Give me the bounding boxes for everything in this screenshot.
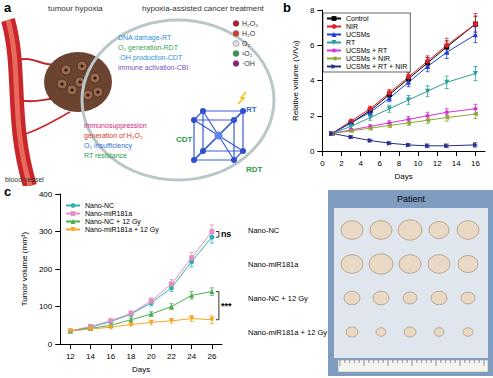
- svg-text:14: 14: [452, 159, 461, 168]
- svg-text:ns: ns: [221, 229, 232, 239]
- svg-text:22: 22: [167, 352, 176, 361]
- svg-text:Nano-NC + 12 Gy: Nano-NC + 12 Gy: [248, 294, 308, 303]
- svg-text:26: 26: [207, 352, 216, 361]
- svg-text:20: 20: [147, 352, 156, 361]
- svg-text:RDT: RDT: [246, 165, 263, 174]
- svg-text:O₂ insufficiency: O₂ insufficiency: [84, 142, 133, 150]
- svg-text:0: 0: [310, 147, 315, 156]
- svg-text:6: 6: [378, 159, 383, 168]
- svg-text:300: 300: [39, 227, 53, 236]
- svg-text:4: 4: [310, 76, 315, 85]
- svg-text:8: 8: [310, 6, 315, 15]
- svg-text:0: 0: [320, 159, 325, 168]
- svg-text:Patient: Patient: [397, 194, 426, 204]
- svg-text:UCSMs: UCSMs: [346, 31, 371, 38]
- svg-text:UCSMs + NIR: UCSMs + NIR: [346, 55, 390, 62]
- svg-text:Nano-NC: Nano-NC: [248, 226, 280, 235]
- svg-text:Nano-NC + 12 Gy: Nano-NC + 12 Gy: [85, 218, 141, 226]
- svg-text:Tumor volume (mm³): Tumor volume (mm³): [20, 232, 29, 307]
- svg-text:tumour hypoxia: tumour hypoxia: [48, 4, 103, 13]
- svg-text:CDT: CDT: [176, 135, 193, 144]
- svg-text:RT: RT: [246, 105, 257, 114]
- svg-text:400: 400: [39, 190, 53, 199]
- svg-text:12: 12: [66, 352, 75, 361]
- svg-text:H₂O₂: H₂O₂: [242, 20, 258, 27]
- svg-text:2: 2: [339, 159, 344, 168]
- svg-text:¹O₂: ¹O₂: [242, 50, 253, 57]
- svg-text:DNA damage-RT: DNA damage-RT: [118, 34, 172, 42]
- svg-text:8: 8: [397, 159, 402, 168]
- svg-text:NIR: NIR: [346, 23, 358, 30]
- svg-text:hypoxia-assisted cancer treatm: hypoxia-assisted cancer treatment: [142, 4, 265, 13]
- svg-text:***: ***: [221, 301, 232, 311]
- svg-text:14: 14: [86, 352, 95, 361]
- html-text:a: a: [4, 0, 12, 15]
- svg-text:10: 10: [414, 159, 423, 168]
- svg-text:blood vessel: blood vessel: [5, 176, 44, 183]
- svg-text:Nano-NC: Nano-NC: [85, 202, 114, 209]
- svg-text:12: 12: [433, 159, 442, 168]
- svg-text:·OH production-CDT: ·OH production-CDT: [118, 54, 183, 62]
- svg-text:Nano-miR181a + 12 Gy: Nano-miR181a + 12 Gy: [248, 328, 327, 337]
- svg-text:Nano-miR181a: Nano-miR181a: [85, 210, 132, 217]
- svg-text:100: 100: [39, 302, 53, 311]
- svg-text:·OH: ·OH: [242, 60, 255, 67]
- svg-text:immune activation-CBI: immune activation-CBI: [118, 64, 188, 71]
- svg-text:6: 6: [310, 41, 315, 50]
- svg-text:Days: Days: [395, 172, 413, 181]
- svg-text:24: 24: [187, 352, 196, 361]
- svg-text:18: 18: [127, 352, 136, 361]
- svg-text:Nano-miR181a + 12 Gy: Nano-miR181a + 12 Gy: [85, 226, 159, 234]
- svg-text:RT: RT: [346, 39, 356, 46]
- svg-text:2: 2: [310, 111, 315, 120]
- svg-text:generation of H₂O₂: generation of H₂O₂: [84, 132, 143, 140]
- svg-text:16: 16: [471, 159, 480, 168]
- svg-text:200: 200: [39, 265, 53, 274]
- svg-text:16: 16: [106, 352, 115, 361]
- svg-text:Relative volume (V/V₀): Relative volume (V/V₀): [291, 40, 300, 121]
- svg-text:immunosuppression: immunosuppression: [84, 122, 147, 130]
- svg-text:Control: Control: [346, 15, 369, 22]
- svg-text:4: 4: [358, 159, 363, 168]
- svg-text:Nano-miR181a: Nano-miR181a: [248, 260, 299, 269]
- svg-text:0: 0: [48, 340, 53, 349]
- svg-text:Days: Days: [132, 365, 150, 374]
- svg-text:UCSMs + RT + NIR: UCSMs + RT + NIR: [346, 63, 407, 70]
- svg-text:O₂: O₂: [242, 40, 250, 47]
- svg-text:H₂O: H₂O: [242, 30, 256, 37]
- html-text:b: b: [283, 0, 291, 15]
- svg-text:UCSMs + RT: UCSMs + RT: [346, 47, 388, 54]
- svg-text:RT resistance: RT resistance: [84, 152, 127, 159]
- html-text:c: c: [4, 184, 12, 199]
- svg-text:O₂ generation-RDT: O₂ generation-RDT: [118, 44, 179, 52]
